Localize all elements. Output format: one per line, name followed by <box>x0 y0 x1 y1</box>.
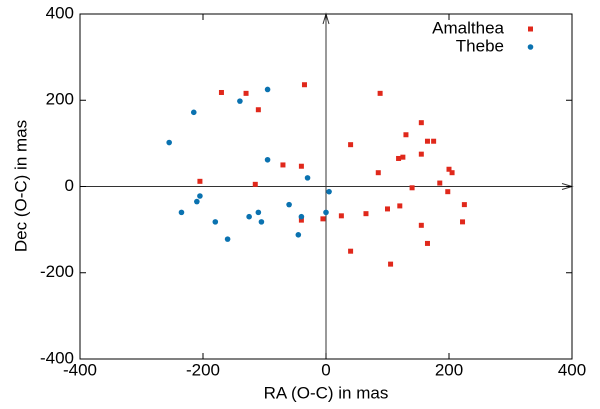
y-tick-label: 200 <box>46 90 74 109</box>
point <box>431 138 437 144</box>
point <box>252 181 258 187</box>
x-tick-label: 400 <box>558 360 586 379</box>
x-tick-label: -200 <box>186 360 220 379</box>
point <box>301 82 307 88</box>
point <box>388 261 394 267</box>
point <box>446 166 452 172</box>
point <box>218 89 224 95</box>
point <box>418 151 424 157</box>
point <box>255 107 261 113</box>
point <box>237 98 243 104</box>
point <box>212 219 219 225</box>
y-tick-label: 0 <box>65 176 74 195</box>
point <box>418 222 424 228</box>
point <box>320 216 326 222</box>
point <box>264 156 271 163</box>
point <box>396 155 402 161</box>
point <box>280 162 286 168</box>
x-tick-label: -400 <box>63 360 97 379</box>
y-tick-label: 400 <box>46 3 74 22</box>
point <box>385 206 390 212</box>
point <box>194 198 200 205</box>
y-axis-label: Dec (O-C) in mas <box>11 120 30 252</box>
point <box>424 240 430 246</box>
point <box>377 90 383 96</box>
point <box>403 132 409 138</box>
point <box>326 188 332 195</box>
point <box>409 185 415 191</box>
point <box>224 236 231 242</box>
point <box>298 213 305 220</box>
point <box>424 138 430 144</box>
y-tick-label: -400 <box>40 348 74 367</box>
point <box>304 175 311 181</box>
point <box>461 202 467 208</box>
point <box>445 189 451 195</box>
point <box>264 86 271 93</box>
point <box>197 193 203 199</box>
legend-label: Amalthea <box>432 18 504 37</box>
y-tick-label: -200 <box>40 262 74 281</box>
point <box>449 170 455 176</box>
point <box>348 142 354 148</box>
point <box>338 213 344 219</box>
point <box>298 217 304 223</box>
x-tick-label: 200 <box>435 360 463 379</box>
point <box>363 211 369 217</box>
point <box>258 219 265 225</box>
point <box>286 201 292 208</box>
point <box>295 232 302 238</box>
legend-marker <box>527 44 534 50</box>
point <box>397 203 403 209</box>
point <box>255 209 262 216</box>
point <box>243 90 249 96</box>
point <box>298 163 304 169</box>
point <box>166 139 172 146</box>
point <box>437 180 443 186</box>
legend-label: Thebe <box>456 36 504 55</box>
point <box>375 170 381 176</box>
x-tick-label: 0 <box>321 360 330 379</box>
point <box>400 154 406 160</box>
legend-marker <box>528 26 533 32</box>
x-axis-label: RA (O-C) in mas <box>264 383 389 402</box>
point <box>197 178 203 184</box>
point <box>418 120 424 126</box>
point <box>460 219 466 225</box>
point <box>178 209 185 216</box>
point <box>190 109 197 116</box>
point <box>246 213 252 220</box>
point <box>323 209 329 216</box>
point <box>348 248 354 254</box>
